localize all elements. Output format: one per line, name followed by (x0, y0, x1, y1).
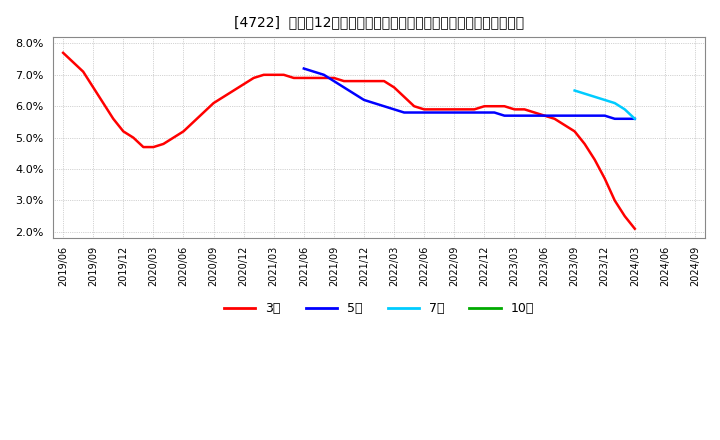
5年 (560, 113, 569, 118)
5年 (490, 110, 499, 115)
7年 (631, 116, 639, 121)
3年 (199, 110, 208, 115)
5年 (320, 72, 328, 77)
3年 (611, 198, 619, 203)
5年 (520, 113, 528, 118)
7年 (621, 107, 629, 112)
Line: 5年: 5年 (304, 69, 635, 119)
7年 (570, 88, 579, 93)
5年 (510, 113, 519, 118)
3年 (189, 119, 198, 125)
Line: 7年: 7年 (575, 91, 635, 119)
5年 (430, 110, 438, 115)
5年 (360, 97, 369, 103)
5年 (600, 113, 609, 118)
5年 (580, 113, 589, 118)
5年 (590, 113, 599, 118)
Legend: 3年, 5年, 7年, 10年: 3年, 5年, 7年, 10年 (219, 297, 539, 320)
7年 (580, 91, 589, 96)
5年 (379, 103, 388, 109)
5年 (611, 116, 619, 121)
5年 (410, 110, 418, 115)
5年 (540, 113, 549, 118)
5年 (631, 116, 639, 121)
5年 (621, 116, 629, 121)
5年 (480, 110, 489, 115)
5年 (550, 113, 559, 118)
7年 (611, 100, 619, 106)
5年 (350, 91, 359, 96)
5年 (460, 110, 469, 115)
5年 (500, 113, 509, 118)
3年 (440, 107, 449, 112)
3年 (540, 113, 549, 118)
5年 (369, 100, 378, 106)
5年 (530, 113, 539, 118)
3年 (59, 50, 68, 55)
5年 (300, 66, 308, 71)
5年 (340, 85, 348, 90)
5年 (330, 78, 338, 84)
3年 (631, 226, 639, 231)
5年 (470, 110, 479, 115)
Line: 3年: 3年 (63, 53, 635, 229)
7年 (590, 94, 599, 99)
5年 (570, 113, 579, 118)
3年 (480, 103, 489, 109)
5年 (440, 110, 449, 115)
5年 (450, 110, 459, 115)
5年 (420, 110, 428, 115)
5年 (390, 107, 398, 112)
7年 (600, 97, 609, 103)
5年 (400, 110, 408, 115)
5年 (310, 69, 318, 74)
Title: [4722]  売上高12か月移動合計の対前年同期増減率の標準偏差の推移: [4722] 売上高12か月移動合計の対前年同期増減率の標準偏差の推移 (234, 15, 524, 29)
